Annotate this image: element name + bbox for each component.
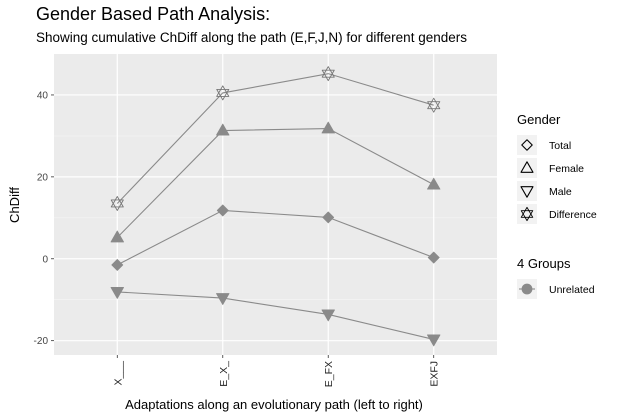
legend-key-male: Male xyxy=(517,181,572,201)
legend-symbol xyxy=(520,186,534,198)
data-point xyxy=(321,309,335,322)
x-axis-title: Adaptations along an evolutionary path (… xyxy=(125,397,423,412)
data-point xyxy=(321,66,335,82)
data-point xyxy=(322,211,335,224)
series-line xyxy=(117,291,434,340)
legend-key-unrelated: Unrelated xyxy=(517,279,595,299)
legend-group-items: Unrelated xyxy=(517,279,595,299)
y-tick-label: -20 xyxy=(34,336,49,347)
series-line xyxy=(116,73,434,204)
legend-label: Total xyxy=(549,140,571,152)
series-line xyxy=(117,209,434,266)
plot-panel xyxy=(54,54,497,355)
x-tick-label: E_X_ xyxy=(218,361,230,387)
series-difference xyxy=(110,66,441,211)
legend-symbol xyxy=(521,139,533,151)
legend-label: Female xyxy=(549,163,584,175)
series-female xyxy=(110,121,441,243)
data-point xyxy=(427,334,441,347)
x-axis-ticks: X___ E_X_ E_FX EXFJ xyxy=(112,355,441,387)
major-gridlines xyxy=(54,54,497,355)
legend-symbol xyxy=(520,161,534,173)
legend-key-total: Total xyxy=(517,135,571,155)
series-line xyxy=(116,127,434,238)
series-total xyxy=(111,204,440,271)
legend-key-difference: Difference xyxy=(517,204,597,224)
y-tick-label: 20 xyxy=(37,172,49,183)
legend-key-female: Female xyxy=(517,158,584,178)
data-point xyxy=(427,251,440,264)
data-point xyxy=(111,259,124,271)
x-tick-label: E_FX xyxy=(323,361,335,387)
chart-title: Gender Based Path Analysis: xyxy=(36,4,271,24)
data-point xyxy=(216,204,229,217)
legend: Gender Total Female Male Difference 4 Group… xyxy=(517,112,597,299)
legend-label: Unrelated xyxy=(549,284,595,296)
data-point xyxy=(216,293,230,305)
legend-label: Male xyxy=(549,186,572,198)
legend-gender-items: Total Female Male Difference xyxy=(517,135,597,224)
series-male xyxy=(110,287,441,347)
data-point xyxy=(427,97,441,113)
series-group xyxy=(110,66,441,347)
data-point xyxy=(110,196,124,211)
legend-label: Difference xyxy=(549,209,597,221)
legend-symbol xyxy=(521,283,533,295)
y-tick-label: 0 xyxy=(42,254,48,265)
data-point xyxy=(216,123,230,136)
x-tick-label: X___ xyxy=(112,361,124,386)
chart-subtitle: Showing cumulative ChDiff along the path… xyxy=(36,30,467,45)
legend-title-gender: Gender xyxy=(517,112,561,127)
y-axis-ticks: -20 0 20 40 xyxy=(34,90,54,347)
x-tick-label: EXFJ xyxy=(429,361,441,387)
data-point xyxy=(216,85,230,101)
y-tick-label: 40 xyxy=(37,90,49,101)
data-point xyxy=(110,287,124,299)
data-point xyxy=(427,177,441,190)
data-point xyxy=(321,121,335,134)
legend-title-groups: 4 Groups xyxy=(517,256,571,271)
minor-gridlines xyxy=(54,135,497,301)
y-axis-title: ChDiff xyxy=(7,187,22,223)
legend-symbol xyxy=(520,206,534,222)
data-point xyxy=(110,230,124,243)
